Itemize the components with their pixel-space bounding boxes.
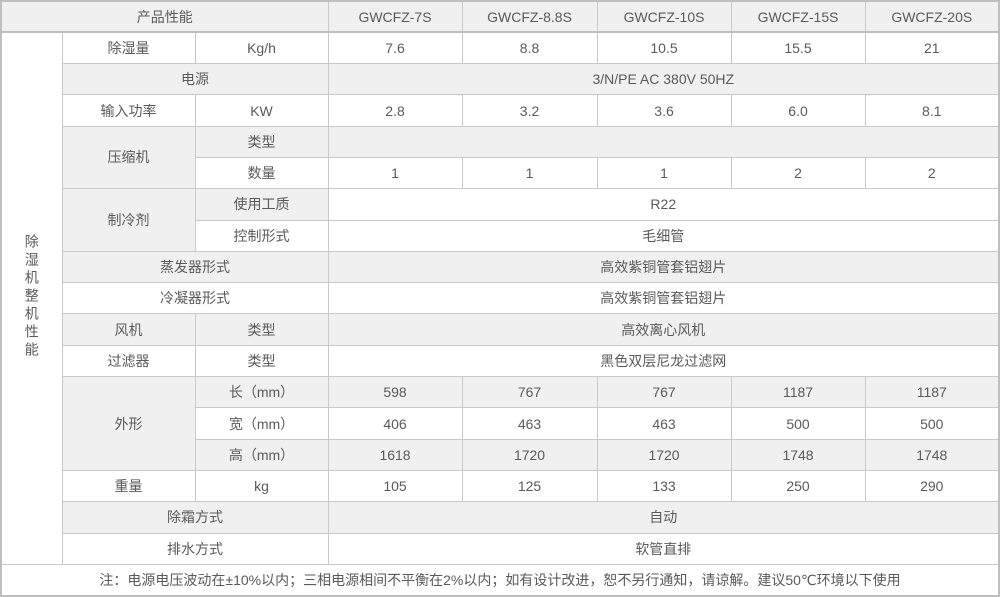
dehumidify-value-0: 7.6 [327, 31, 463, 65]
dim-width-label: 宽（mm） [194, 407, 329, 440]
compressor-qty-value-0: 1 [327, 156, 463, 190]
dehumidify-unit: Kg/h [194, 31, 329, 65]
model-header-3: GWCFZ-15S [730, 0, 866, 34]
side-group-label: 除湿机整机性能 [0, 31, 63, 565]
row-refrigerant-medium: 制冷剂 使用工质 R22 [1, 188, 1000, 252]
footnote: 注：电源电压波动在±10%以内；三相电源相间不平衡在2%以内；如有设计改进，恕不… [0, 563, 1000, 597]
side-group-label-text: 除湿机整机性能 [23, 234, 40, 361]
model-header-4: GWCFZ-20S [864, 0, 1000, 34]
input-power-value-4: 8.1 [864, 94, 1000, 127]
compressor-qty-value-4: 2 [864, 156, 1000, 190]
dim-length-value-0: 598 [327, 376, 463, 409]
dehumidify-value-1: 8.8 [461, 31, 598, 65]
input-power-value-1: 3.2 [461, 94, 598, 127]
row-note: 注：电源电压波动在±10%以内；三相电源相间不平衡在2%以内；如有设计改进，恕不… [0, 563, 1000, 597]
refrigerant-label: 制冷剂 [61, 188, 196, 252]
row-condenser: 冷凝器形式 高效紫铜管套铝翅片 [1, 282, 1000, 315]
power-supply-value: 3/N/PE AC 380V 50HZ [327, 63, 1000, 96]
condenser-value: 高效紫铜管套铝翅片 [327, 282, 1000, 315]
dim-width-value-3: 500 [730, 407, 866, 440]
input-power-value-0: 2.8 [327, 94, 463, 127]
filter-value: 黑色双层尼龙过滤网 [327, 344, 1000, 378]
row-dim-length: 外形 长（mm） 598 767 767 1187 1187 [1, 376, 1000, 471]
dim-height-value-0: 1618 [327, 438, 463, 471]
dim-height-value-1: 1720 [461, 438, 598, 471]
row-compressor-qty: 数量 1 1 1 2 2 [1, 156, 1000, 190]
dehumidify-value-2: 10.5 [596, 31, 732, 65]
dim-width-value-4: 500 [864, 407, 1000, 440]
defrost-value: 自动 [327, 501, 1000, 534]
compressor-type-value [327, 125, 1000, 158]
model-header-1: GWCFZ-8.8S [461, 0, 598, 34]
row-dim-width: 宽（mm） 406 463 463 500 500 [1, 407, 1000, 440]
dim-length-value-2: 767 [596, 376, 732, 409]
refrigerant-control-label: 控制形式 [194, 219, 329, 252]
dim-height-value-4: 1748 [864, 438, 1000, 471]
input-power-value-3: 6.0 [730, 94, 866, 127]
drain-value: 软管直排 [327, 532, 1000, 565]
row-weight: 重量 kg 105 125 133 250 290 [1, 469, 1000, 503]
weight-value-2: 133 [596, 469, 732, 503]
dim-length-label: 长（mm） [194, 376, 329, 409]
compressor-label: 压缩机 [61, 125, 196, 190]
fan-label: 风机 [61, 313, 196, 346]
dim-width-value-1: 463 [461, 407, 598, 440]
filter-type-label: 类型 [194, 344, 329, 378]
dim-height-value-2: 1720 [596, 438, 732, 471]
power-supply-label: 电源 [61, 63, 329, 96]
refrigerant-control-value: 毛细管 [327, 219, 1000, 252]
compressor-qty-value-3: 2 [730, 156, 866, 190]
fan-type-label: 类型 [194, 313, 329, 346]
weight-label: 重量 [61, 469, 196, 503]
dehumidify-value-3: 15.5 [730, 31, 866, 65]
row-input-power: 输入功率 KW 2.8 3.2 3.6 6.0 8.1 [1, 94, 1000, 127]
dehumidify-value-4: 21 [864, 31, 1000, 65]
compressor-type-label: 类型 [194, 125, 329, 158]
model-header-0: GWCFZ-7S [327, 0, 463, 34]
corner-header: 产品性能 [0, 0, 329, 34]
dehumidify-label: 除湿量 [61, 31, 196, 65]
dimensions-label: 外形 [61, 376, 196, 471]
input-power-value-2: 3.6 [596, 94, 732, 127]
row-fan: 风机 类型 高效离心风机 [1, 313, 1000, 346]
refrigerant-medium-value: R22 [327, 188, 1000, 221]
dim-width-value-2: 463 [596, 407, 732, 440]
evaporator-value: 高效紫铜管套铝翅片 [327, 250, 1000, 284]
dim-width-value-0: 406 [327, 407, 463, 440]
dim-height-value-3: 1748 [730, 438, 866, 471]
drain-label: 排水方式 [61, 532, 329, 565]
dim-height-label: 高（mm） [194, 438, 329, 471]
defrost-label: 除霜方式 [61, 501, 329, 534]
input-power-unit: KW [194, 94, 329, 127]
compressor-qty-label: 数量 [194, 156, 329, 190]
dim-length-value-1: 767 [461, 376, 598, 409]
weight-value-4: 290 [864, 469, 1000, 503]
row-defrost: 除霜方式 自动 [1, 501, 1000, 534]
model-header-2: GWCFZ-10S [596, 0, 732, 34]
weight-value-3: 250 [730, 469, 866, 503]
compressor-qty-value-1: 1 [461, 156, 598, 190]
refrigerant-medium-label: 使用工质 [194, 188, 329, 221]
row-power-supply: 电源 3/N/PE AC 380V 50HZ [1, 63, 1000, 96]
row-filter: 过滤器 类型 黑色双层尼龙过滤网 [1, 344, 1000, 378]
row-drain: 排水方式 软管直排 [1, 532, 1000, 565]
filter-label: 过滤器 [61, 344, 196, 378]
evaporator-label: 蒸发器形式 [61, 250, 329, 284]
dim-length-value-4: 1187 [864, 376, 1000, 409]
input-power-label: 输入功率 [61, 94, 196, 127]
header-row: 产品性能 GWCFZ-7S GWCFZ-8.8S GWCFZ-10S GWCFZ… [0, 0, 1000, 34]
weight-unit: kg [194, 469, 329, 503]
fan-value: 高效离心风机 [327, 313, 1000, 346]
weight-value-0: 105 [327, 469, 463, 503]
row-dehumidify: 除湿机整机性能 除湿量 Kg/h 7.6 8.8 10.5 15.5 21 [0, 31, 1000, 565]
dim-length-value-3: 1187 [730, 376, 866, 409]
row-evaporator: 蒸发器形式 高效紫铜管套铝翅片 [1, 250, 1000, 284]
condenser-label: 冷凝器形式 [61, 282, 329, 315]
weight-value-1: 125 [461, 469, 598, 503]
row-compressor-type: 压缩机 类型 [1, 125, 1000, 190]
compressor-qty-value-2: 1 [596, 156, 732, 190]
